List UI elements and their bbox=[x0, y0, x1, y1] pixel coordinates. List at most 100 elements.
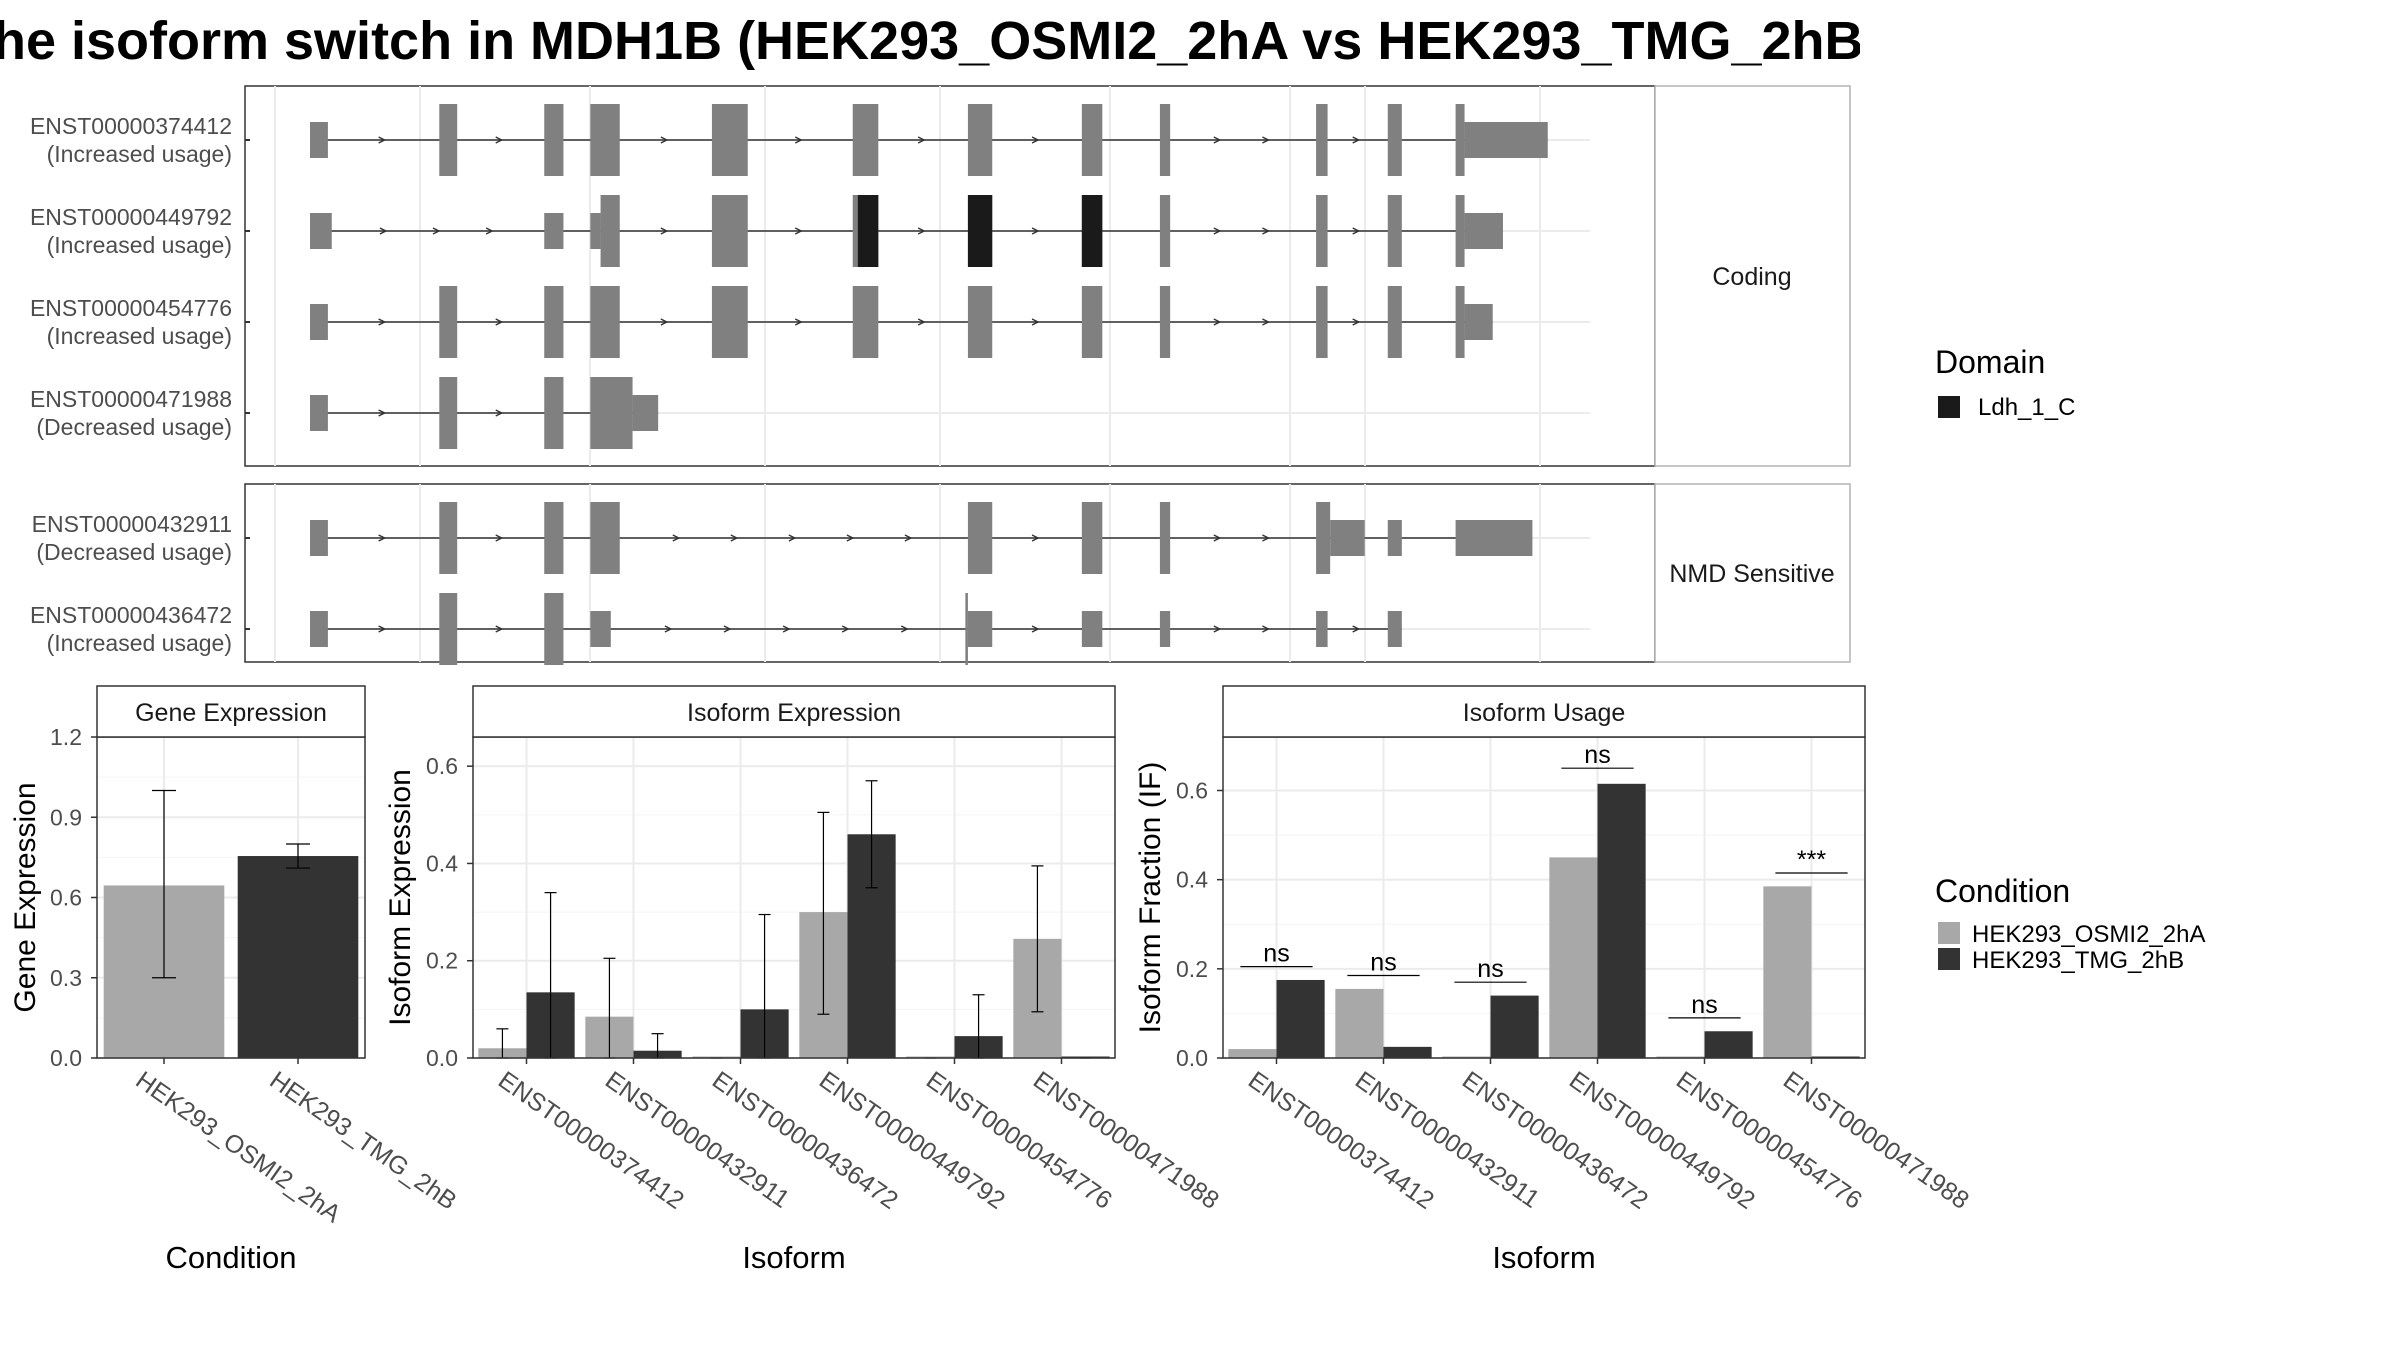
significance-label: *** bbox=[1797, 846, 1826, 874]
bar bbox=[1490, 995, 1539, 1058]
y-axis-label: Isoform Expression bbox=[384, 769, 417, 1026]
x-tick-label: ENST00000449792 bbox=[814, 1066, 1010, 1215]
exon bbox=[544, 593, 564, 665]
exon bbox=[544, 286, 564, 358]
significance-label: ns bbox=[1263, 940, 1289, 968]
exon bbox=[1464, 122, 1548, 158]
strand-arrow bbox=[1031, 136, 1040, 144]
page-title: The isoform switch in MDH1B (HEK293_OSMI… bbox=[0, 10, 1860, 80]
strand-arrow bbox=[1031, 625, 1040, 633]
facet-label: NMD Sensitive bbox=[1669, 560, 1834, 588]
strand-arrow bbox=[904, 534, 913, 542]
exon bbox=[1455, 195, 1465, 267]
bar bbox=[1383, 1046, 1432, 1058]
strand-arrow bbox=[495, 534, 504, 542]
strand-arrow bbox=[794, 227, 803, 235]
strand-arrow bbox=[846, 534, 855, 542]
bar bbox=[237, 856, 359, 1058]
transcript-id-label: ENST00000436472 bbox=[30, 602, 232, 628]
exon bbox=[711, 286, 748, 358]
exon bbox=[632, 395, 659, 431]
strand-arrow bbox=[378, 318, 387, 326]
domain-legend-swatch bbox=[1938, 396, 1960, 418]
strand-arrow bbox=[495, 625, 504, 633]
y-tick-label: 0.6 bbox=[1176, 778, 1208, 804]
x-tick-label: ENST00000432911 bbox=[1350, 1066, 1544, 1214]
exon bbox=[1464, 213, 1503, 249]
strand-arrow bbox=[1213, 227, 1222, 235]
x-tick-label: ENST00000436472 bbox=[707, 1066, 903, 1215]
y-tick-label: 0.0 bbox=[426, 1045, 458, 1071]
domain-block bbox=[967, 195, 993, 267]
x-tick-label: ENST00000374412 bbox=[493, 1066, 689, 1215]
strand-arrow bbox=[1213, 318, 1222, 326]
x-tick-label: ENST00000436472 bbox=[1457, 1066, 1653, 1215]
transcript-id-label: ENST00000471988 bbox=[30, 386, 232, 412]
x-tick-label: ENST00000449792 bbox=[1564, 1066, 1760, 1215]
exon bbox=[439, 104, 458, 176]
strand-arrow bbox=[794, 318, 803, 326]
strand-arrow bbox=[660, 136, 669, 144]
strand-arrow bbox=[660, 227, 669, 235]
exon bbox=[544, 104, 564, 176]
strand-arrow bbox=[1031, 534, 1040, 542]
plot-panel bbox=[473, 737, 1115, 1058]
y-tick-label: 0.6 bbox=[426, 753, 458, 779]
strand-arrow bbox=[794, 136, 803, 144]
panel-title: Isoform Expression bbox=[687, 699, 901, 727]
panel-title: Isoform Usage bbox=[1463, 699, 1626, 727]
exon bbox=[967, 104, 993, 176]
x-tick-label: ENST00000471988 bbox=[1028, 1066, 1224, 1215]
structure-panel bbox=[244, 85, 1656, 467]
y-tick-label: 0.2 bbox=[426, 948, 458, 974]
strand-arrow bbox=[378, 409, 387, 417]
y-tick-label: 0.4 bbox=[1176, 867, 1208, 893]
exon bbox=[590, 611, 611, 647]
strand-arrow bbox=[917, 227, 926, 235]
strand-arrow bbox=[1352, 625, 1361, 633]
strand-arrow bbox=[495, 409, 504, 417]
exon bbox=[1159, 104, 1171, 176]
panel-title: Gene Expression bbox=[135, 699, 327, 727]
facet-strip bbox=[1222, 685, 1866, 738]
chart-title: The isoform switch in MDH1B (HEK293_OSMI… bbox=[0, 11, 1860, 71]
strand-arrow bbox=[485, 227, 494, 235]
exon bbox=[1330, 520, 1365, 556]
y-tick-label: 1.2 bbox=[50, 724, 82, 750]
y-tick-label: 0.3 bbox=[50, 965, 82, 991]
strand-arrow bbox=[1213, 136, 1222, 144]
domain-block bbox=[1081, 195, 1103, 267]
strand-arrow bbox=[379, 227, 388, 235]
exon bbox=[310, 213, 332, 249]
domain-legend-label: Ldh_1_C bbox=[1978, 394, 2075, 421]
condition-legend-swatch bbox=[1938, 922, 1960, 944]
exon bbox=[544, 377, 564, 449]
x-axis-label: Isoform bbox=[1492, 1240, 1595, 1275]
transcript-id-label: ENST00000432911 bbox=[32, 511, 232, 537]
transcript-id-label: ENST00000454776 bbox=[30, 295, 232, 321]
significance-label: ns bbox=[1584, 741, 1610, 769]
transcript-usage-label: (Increased usage) bbox=[47, 232, 232, 258]
significance-label: ns bbox=[1691, 991, 1717, 1019]
exon bbox=[310, 611, 328, 647]
strand-arrow bbox=[788, 534, 797, 542]
condition-legend-label: HEK293_OSMI2_2hA bbox=[1972, 921, 2205, 948]
x-axis-label: Isoform bbox=[742, 1240, 845, 1275]
strand-arrow bbox=[1352, 318, 1361, 326]
bar bbox=[1549, 857, 1598, 1058]
exon bbox=[1387, 104, 1402, 176]
strand-arrow bbox=[432, 227, 441, 235]
exon bbox=[1455, 104, 1465, 176]
exon bbox=[1316, 611, 1328, 647]
exon bbox=[1387, 286, 1402, 358]
transcript-usage-label: (Increased usage) bbox=[47, 323, 232, 349]
exon bbox=[967, 502, 993, 574]
exon bbox=[1159, 195, 1171, 267]
legends: Domain Ldh_1_C Condition HEK293_OSMI2_2hAHE… bbox=[1935, 344, 2205, 974]
bar bbox=[1597, 783, 1646, 1058]
transcript-usage-label: (Increased usage) bbox=[47, 630, 232, 656]
exon bbox=[852, 104, 879, 176]
condition-legend-swatch bbox=[1938, 948, 1960, 970]
exon bbox=[590, 213, 601, 249]
strand-arrow bbox=[730, 534, 739, 542]
